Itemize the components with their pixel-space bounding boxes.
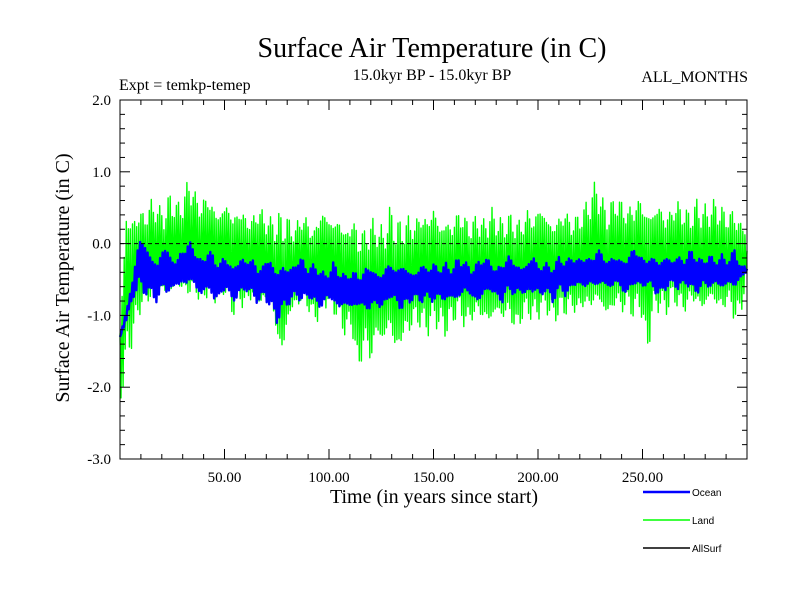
y-tick-label: -1.0: [87, 308, 111, 324]
legend: Ocean Land AllSurf: [643, 488, 722, 555]
legend-label-land: Land: [692, 516, 714, 527]
chart-title: Surface Air Temperature (in C): [258, 33, 607, 64]
months-label: ALL_MONTHS: [641, 69, 748, 86]
y-axis-label: Surface Air Temperature (in C): [52, 153, 74, 402]
experiment-label: Expt = temkp-temep: [119, 77, 251, 94]
y-tick-label: -3.0: [87, 452, 111, 468]
series-line-land: [119, 181, 748, 399]
legend-label-allsurf: AllSurf: [692, 544, 722, 555]
series-group: [118, 181, 749, 399]
tick-label-group: 50.00 100.00 150.00 200.00 250.00 2.0 1.0 0.0 -1…: [87, 93, 663, 486]
series-line-ocean: [118, 240, 749, 338]
x-tick-label: 250.00: [622, 470, 663, 486]
y-tick-label: -2.0: [87, 380, 111, 396]
y-tick-label: 1.0: [92, 165, 111, 181]
x-tick-label: 200.00: [517, 470, 558, 486]
y-tick-label: 2.0: [92, 93, 111, 109]
y-tick-label: 0.0: [92, 237, 111, 253]
legend-label-ocean: Ocean: [692, 488, 721, 499]
x-axis-label: Time (in years since start): [330, 486, 538, 508]
x-tick-label: 100.00: [308, 470, 349, 486]
x-tick-label: 150.00: [413, 470, 454, 486]
plot-frame: [119, 99, 748, 460]
period-label: 15.0kyr BP - 15.0kyr BP: [353, 67, 512, 84]
x-tick-label: 50.00: [208, 470, 242, 486]
